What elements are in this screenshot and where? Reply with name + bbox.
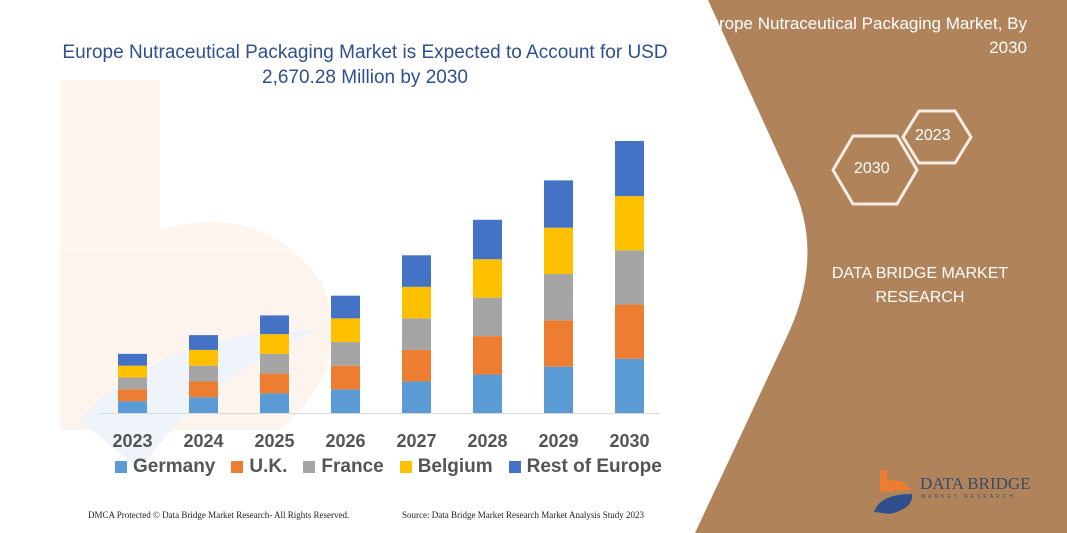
bar-2023-france (118, 377, 147, 390)
bar-2027-belgium (402, 286, 431, 319)
x-tick-label: 2026 (325, 431, 365, 451)
legend-label: Belgium (417, 456, 493, 477)
bar-2028-germany (473, 374, 502, 413)
legend-item: Belgium (399, 456, 493, 478)
brand-panel (695, 0, 1067, 533)
bar-2023-germany (118, 401, 147, 413)
bar-2029-u-k- (544, 320, 573, 367)
bar-2024-belgium (189, 349, 218, 366)
hex-label-2030: 2030 (854, 160, 890, 177)
bar-2027-u-k- (402, 349, 431, 382)
bar-2025-u-k- (260, 373, 289, 394)
legend-label: France (321, 456, 384, 477)
x-tick-label: 2029 (538, 431, 578, 451)
bar-2026-france (331, 342, 360, 366)
x-tick-label: 2030 (609, 431, 649, 451)
bar-2023-u-k- (118, 389, 147, 402)
bar-2029-rest-of-europe (544, 180, 573, 228)
legend-item: U.K. (231, 456, 287, 478)
bar-2023-belgium (118, 365, 147, 378)
x-tick-label: 2025 (254, 431, 294, 451)
bar-2024-rest-of-europe (189, 335, 218, 350)
legend-swatch (231, 461, 244, 473)
bar-2025-belgium (260, 334, 289, 354)
bar-2030-germany (615, 358, 644, 413)
logo-text: DATA BRIDGE (920, 474, 1031, 493)
bar-2027-france (402, 318, 431, 350)
bar-2030-france (615, 250, 644, 305)
footer-copyright: DMCA Protected © Data Bridge Market Rese… (88, 510, 350, 520)
legend-label: Germany (133, 456, 216, 477)
bar-2025-germany (260, 393, 289, 413)
bar-2024-germany (189, 397, 218, 413)
bar-2030-rest-of-europe (615, 140, 644, 197)
bar-2024-france (189, 365, 218, 382)
legend-label: U.K. (249, 456, 288, 477)
bar-2026-belgium (331, 318, 360, 343)
bar-2028-rest-of-europe (473, 219, 502, 260)
legend-item: France (303, 456, 384, 478)
bar-2027-germany (402, 381, 431, 413)
legend-swatch (303, 461, 316, 473)
bar-2026-u-k- (331, 365, 360, 390)
legend-label: Rest of Europe (526, 456, 662, 477)
legend-swatch (115, 461, 127, 473)
bar-2028-u-k- (473, 336, 502, 375)
x-tick-label: 2028 (467, 431, 507, 451)
legend: Germany U.K. France Belgium Rest of Europe (115, 456, 662, 478)
bar-2028-belgium (473, 259, 502, 298)
chart-title: Europe Nutraceutical Packaging Market is… (62, 42, 668, 88)
bar-2023-rest-of-europe (118, 353, 147, 366)
footer-source: Source: Data Bridge Market Research Mark… (402, 510, 644, 520)
bar-2030-belgium (615, 196, 644, 251)
bar-2030-u-k- (615, 304, 644, 359)
x-tick-label: 2023 (112, 431, 152, 451)
bar-2025-rest-of-europe (260, 315, 289, 335)
logo-subtext: MARKET RESEARCH (921, 494, 1016, 500)
x-tick-label: 2024 (183, 431, 223, 451)
bar-2029-germany (544, 366, 573, 413)
bar-2024-u-k- (189, 381, 218, 398)
panel-title: Europe Nutraceutical Packaging Market, B… (698, 14, 1027, 57)
bar-2026-germany (331, 389, 360, 413)
bar-2027-rest-of-europe (402, 255, 431, 287)
bar-2028-france (473, 297, 502, 337)
bar-2029-belgium (544, 227, 573, 275)
hexagon-2030 (831, 134, 919, 206)
bar-2026-rest-of-europe (331, 295, 360, 319)
panel-brand: DATA BRIDGE MARKET RESEARCH (831, 265, 1009, 306)
legend-item: Germany (115, 456, 215, 478)
legend-item: Rest of Europe (508, 456, 662, 478)
logo-icon (874, 470, 913, 514)
hex-label-2023: 2023 (915, 127, 951, 144)
hexagon-2023 (901, 109, 973, 165)
bar-2029-france (544, 274, 573, 321)
x-tick-label: 2027 (396, 431, 436, 451)
legend-swatch (399, 461, 412, 473)
bar-2025-france (260, 353, 289, 374)
legend-swatch (508, 461, 521, 473)
